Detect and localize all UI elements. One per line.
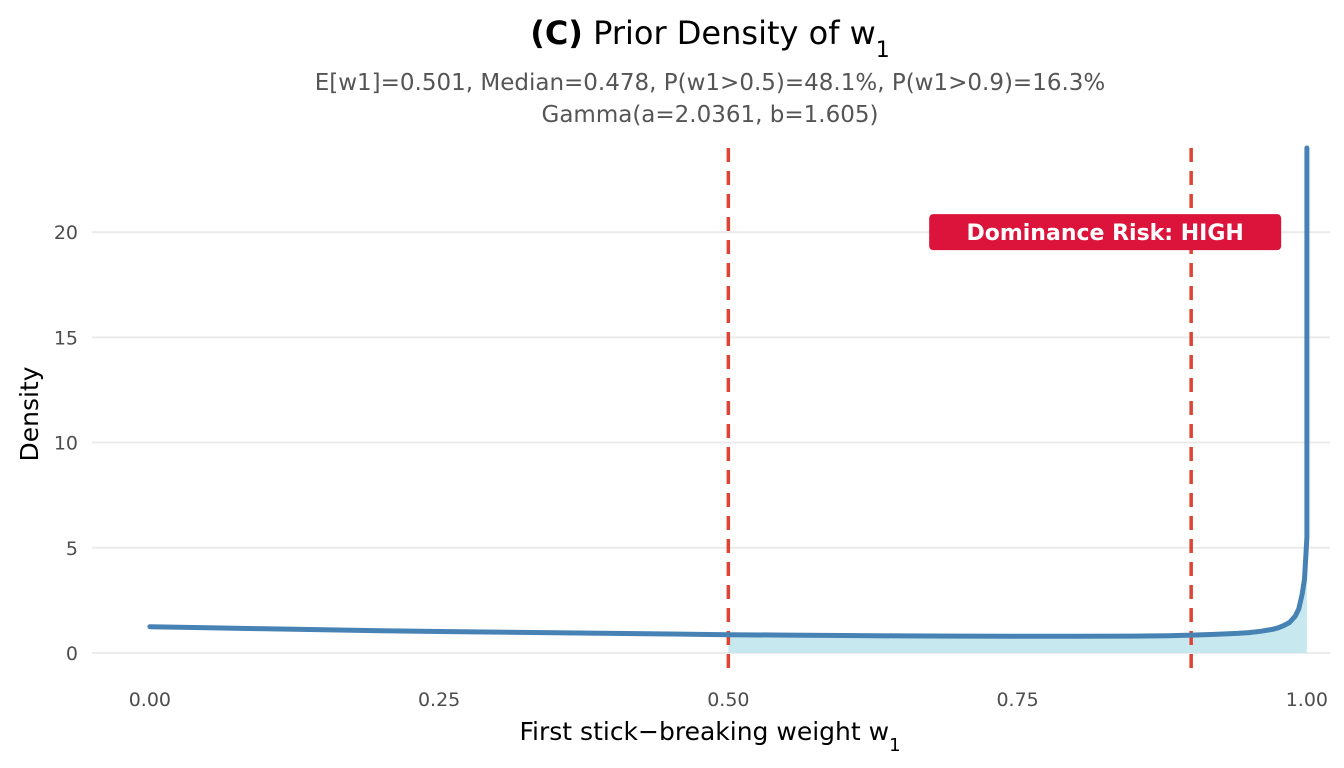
dominance-risk-badge-background [929,214,1282,251]
y-tick-label: 0 [66,643,78,665]
y-tick-label: 15 [54,327,78,349]
y-axis-ticks: 0 5 10 15 20 [54,222,78,665]
grid-lines [92,231,1330,654]
chart-subtitle-line-1: E[w1]=0.501, Median=0.478, P(w1>0.5)=48.… [315,70,1106,96]
dominance-risk-badge: Dominance Risk: HIGH [929,214,1282,251]
x-tick-label: 1.00 [1286,689,1328,711]
x-tick-label: 0.50 [707,689,749,711]
x-tick-label: 0.75 [996,689,1038,711]
y-tick-label: 20 [54,222,78,244]
x-tick-label: 0.00 [129,689,171,711]
x-axis-title: First stick−breaking weight w1 [519,717,900,756]
chart-subtitle-line-2: Gamma(a=2.0361, b=1.605) [542,102,879,128]
shaded-area [728,537,1307,653]
x-tick-label: 0.25 [418,689,460,711]
y-tick-label: 5 [66,538,78,560]
density-curve [147,145,1310,639]
chart-title: (C) Prior Density of w1 [530,14,890,63]
y-axis-title: Density [15,366,44,461]
y-tick-label: 10 [54,433,78,455]
reference-lines [726,148,1193,674]
x-axis-ticks: 0.00 0.25 0.50 0.75 1.00 [129,689,1328,711]
dominance-risk-badge-label: Dominance Risk: HIGH [966,221,1243,246]
